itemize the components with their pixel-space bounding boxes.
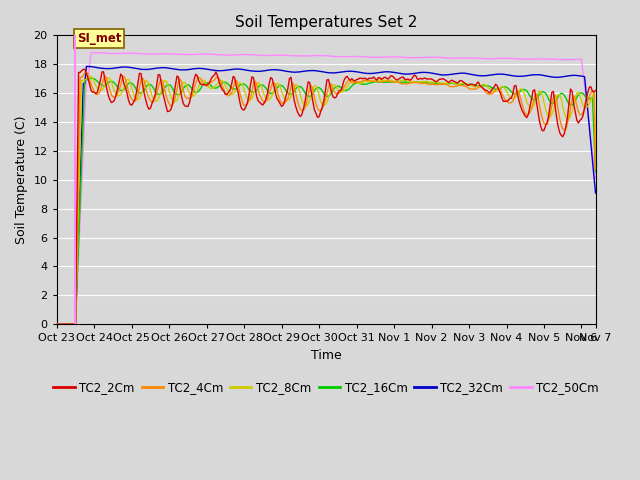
- Y-axis label: Soil Temperature (C): Soil Temperature (C): [15, 116, 28, 244]
- Legend: TC2_2Cm, TC2_4Cm, TC2_8Cm, TC2_16Cm, TC2_32Cm, TC2_50Cm: TC2_2Cm, TC2_4Cm, TC2_8Cm, TC2_16Cm, TC2…: [49, 377, 604, 399]
- Title: Soil Temperatures Set 2: Soil Temperatures Set 2: [235, 15, 417, 30]
- X-axis label: Time: Time: [311, 349, 342, 362]
- Text: SI_met: SI_met: [77, 32, 122, 45]
